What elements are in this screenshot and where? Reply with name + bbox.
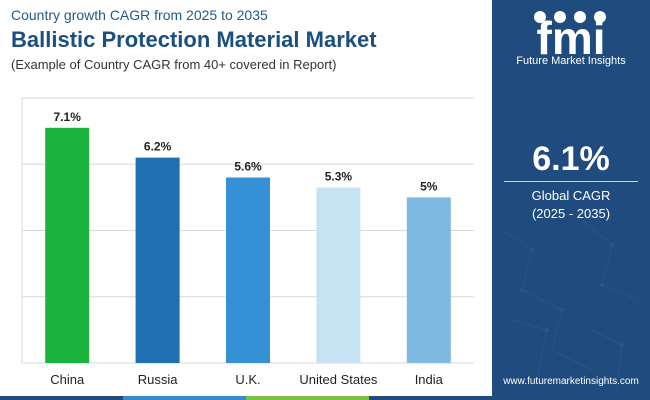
bottom-color-strip (0, 396, 492, 400)
bar-india (406, 197, 451, 363)
bar-russia (135, 157, 180, 363)
divider (504, 181, 638, 182)
brand-name: Future Market Insights (516, 55, 626, 67)
chart-title: Ballistic Protection Material Market (11, 27, 377, 52)
chart-subtitle-top: Country growth CAGR from 2025 to 2035 (11, 7, 268, 23)
logo-wordmark: fmi (537, 12, 606, 64)
strip-segment (123, 396, 246, 400)
bar-chart: 7.1% China 6.2% Russia 5.6% U.K. 5.3% United St… (21, 97, 474, 387)
data-label: 5.3% (325, 169, 353, 183)
logo-dot-icon (594, 11, 606, 23)
logo-dot-icon (534, 11, 546, 23)
global-cagr-value: 6.1% (532, 140, 610, 178)
x-tick-label: Russia (138, 372, 179, 387)
bar-china (45, 127, 90, 363)
bar-united-states (316, 187, 361, 363)
x-tick-label: U.K. (235, 372, 260, 387)
strip-segment (0, 396, 123, 400)
x-tick-label: India (415, 372, 444, 387)
global-cagr-label: Global CAGR (2025 - 2035) (492, 187, 650, 223)
global-cagr-label-line2: (2025 - 2035) (531, 206, 611, 221)
sidebar-panel: fmi Future Market Insights 6.1% Global C… (492, 0, 650, 400)
sidebar-pattern (501, 219, 638, 391)
global-cagr-label-line1: Global CAGR (531, 188, 611, 203)
strip-segment (246, 396, 369, 400)
chart-area: 7.1% China 6.2% Russia 5.6% U.K. 5.3% United St… (0, 88, 492, 392)
data-label: 7.1% (54, 110, 82, 124)
strip-segment (369, 396, 492, 400)
x-tick-label: China (50, 372, 85, 387)
data-label: 6.2% (144, 140, 172, 154)
data-label: 5.6% (234, 160, 262, 174)
bar-u-k (226, 177, 270, 363)
data-label: 5% (420, 179, 438, 193)
chart-subtitle-bottom: (Example of Country CAGR from 40+ covere… (11, 57, 337, 72)
website-link[interactable]: www.futuremarketinsights.com (503, 376, 639, 387)
x-tick-label: United States (299, 372, 378, 387)
logo-dot-icon (574, 11, 586, 23)
logo-dot-icon (554, 11, 566, 23)
chart-header: Country growth CAGR from 2025 to 2035 Ba… (11, 6, 481, 74)
fmi-logo: fmi (534, 11, 606, 64)
